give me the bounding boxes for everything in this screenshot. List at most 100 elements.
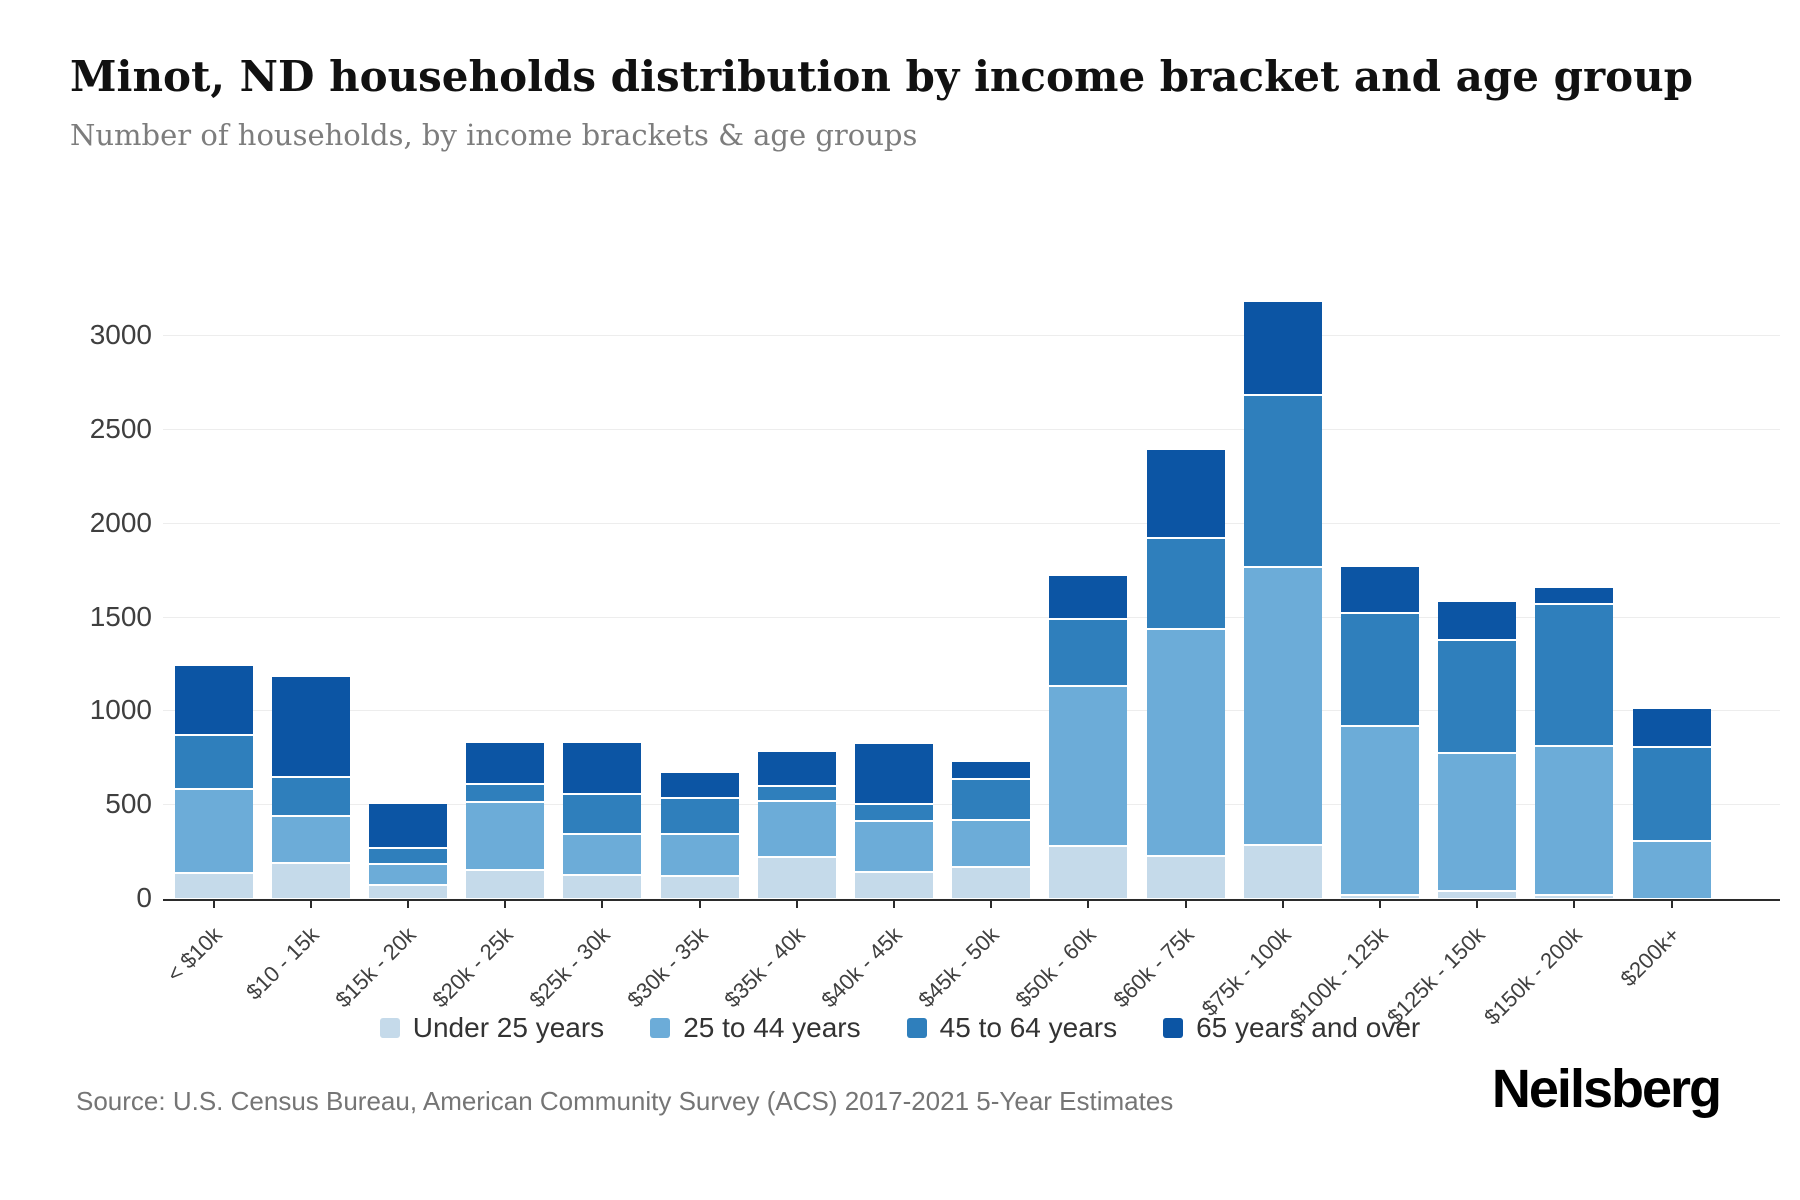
gridline-2500	[163, 429, 1780, 430]
bar-$30k - 35k[interactable]	[660, 773, 739, 898]
bar-segment-Under 25 years[interactable]	[174, 871, 253, 898]
bar-segment-Under 25 years[interactable]	[1049, 844, 1128, 898]
bar-segment-25 to 44 years[interactable]	[660, 833, 739, 876]
bar-< $10k[interactable]	[174, 666, 253, 898]
bar-segment-65 years and over[interactable]	[660, 773, 739, 797]
bar-segment-45 to 64 years[interactable]	[466, 782, 545, 802]
bar-segment-45 to 64 years[interactable]	[660, 796, 739, 834]
bar-segment-45 to 64 years[interactable]	[1049, 617, 1128, 686]
bar-segment-45 to 64 years[interactable]	[1243, 394, 1322, 566]
bar-segment-65 years and over[interactable]	[466, 743, 545, 783]
bar-segment-25 to 44 years[interactable]	[1535, 745, 1614, 895]
y-axis-label: 2500	[89, 413, 152, 444]
bar-segment-45 to 64 years[interactable]	[1341, 611, 1419, 726]
brand-logo[interactable]: Neilsberg	[1491, 1059, 1722, 1119]
bar-$40k - 45k[interactable]	[855, 744, 933, 898]
bar-segment-45 to 64 years[interactable]	[952, 777, 1031, 820]
bar-segment-Under 25 years[interactable]	[563, 873, 642, 898]
bar-segment-65 years and over[interactable]	[1535, 587, 1614, 604]
legend-label: Under 25 years	[412, 1012, 605, 1043]
bar-segment-25 to 44 years[interactable]	[174, 788, 253, 872]
bar-segment-65 years and over[interactable]	[369, 804, 447, 848]
bar-segment-25 to 44 years[interactable]	[271, 815, 350, 863]
bar-segment-65 years and over[interactable]	[1049, 576, 1128, 618]
bar-segment-Under 25 years[interactable]	[660, 875, 739, 898]
bar-segment-65 years and over[interactable]	[174, 666, 253, 734]
x-axis-tick	[1573, 901, 1576, 908]
bar-segment-25 to 44 years[interactable]	[466, 801, 545, 869]
bar-segment-Under 25 years[interactable]	[1146, 854, 1225, 898]
bar-segment-Under 25 years[interactable]	[369, 883, 447, 898]
bar-segment-65 years and over[interactable]	[1146, 449, 1225, 537]
bar-segment-25 to 44 years[interactable]	[1632, 839, 1711, 898]
bar-segment-65 years and over[interactable]	[1632, 708, 1711, 747]
bar-segment-Under 25 years[interactable]	[271, 862, 350, 898]
bar-segment-65 years and over[interactable]	[1243, 302, 1322, 395]
bar-segment-65 years and over[interactable]	[757, 751, 836, 785]
bar-$10 - 15k[interactable]	[271, 676, 350, 898]
x-axis-tick	[1476, 901, 1479, 908]
x-axis-tick	[1184, 901, 1187, 908]
gridline-3000	[163, 335, 1780, 337]
legend-item-Under 25 years[interactable]: Under 25 years	[379, 1012, 605, 1044]
bar-segment-Under 25 years[interactable]	[952, 866, 1031, 898]
gridline-2000	[163, 522, 1780, 524]
bar-segment-45 to 64 years[interactable]	[563, 792, 642, 834]
bar-segment-25 to 44 years[interactable]	[1049, 685, 1128, 845]
chart-title: Minot, ND households distribution by inc…	[70, 52, 1694, 101]
bar-$60k - 75k[interactable]	[1146, 449, 1225, 898]
bar-segment-25 to 44 years[interactable]	[1146, 627, 1225, 855]
y-axis-label: 1500	[89, 600, 152, 632]
y-axis-label: 2000	[89, 506, 152, 538]
bar-segment-25 to 44 years[interactable]	[369, 863, 447, 884]
bar-segment-25 to 44 years[interactable]	[1243, 565, 1322, 844]
x-axis-tick	[1379, 901, 1381, 908]
bar-segment-Under 25 years[interactable]	[757, 855, 836, 898]
bar-segment-25 to 44 years[interactable]	[855, 820, 933, 871]
bar-segment-25 to 44 years[interactable]	[563, 833, 642, 874]
bar-segment-25 to 44 years[interactable]	[1438, 751, 1517, 890]
bar-segment-Under 25 years[interactable]	[855, 870, 933, 898]
bar-$50k - 60k[interactable]	[1049, 576, 1128, 898]
bar-segment-45 to 64 years[interactable]	[1535, 603, 1614, 746]
bar-segment-65 years and over[interactable]	[1438, 601, 1517, 640]
bar-$200k+[interactable]	[1632, 708, 1711, 898]
bar-segment-65 years and over[interactable]	[855, 744, 933, 804]
bar-segment-45 to 64 years[interactable]	[369, 847, 447, 864]
gridline-1500	[163, 616, 1780, 618]
bar-$125k - 150k[interactable]	[1438, 601, 1517, 898]
legend-item-65 years and over[interactable]: 65 years and over	[1163, 1012, 1420, 1044]
bar-segment-65 years and over[interactable]	[271, 676, 350, 777]
bar-$45k - 50k[interactable]	[952, 761, 1031, 898]
bar-$25k - 30k[interactable]	[563, 743, 642, 898]
bar-segment-25 to 44 years[interactable]	[952, 819, 1031, 867]
x-axis-tick	[309, 901, 312, 908]
bar-$150k - 200k[interactable]	[1535, 587, 1614, 898]
bar-segment-65 years and over[interactable]	[952, 761, 1031, 778]
bar-segment-25 to 44 years[interactable]	[757, 799, 836, 856]
bar-$35k - 40k[interactable]	[757, 751, 836, 898]
bar-segment-Under 25 years[interactable]	[1243, 843, 1322, 898]
bar-segment-65 years and over[interactable]	[563, 743, 642, 793]
bar-segment-Under 25 years[interactable]	[1341, 894, 1419, 898]
bar-$20k - 25k[interactable]	[466, 743, 545, 898]
bar-segment-45 to 64 years[interactable]	[1146, 536, 1225, 628]
bar-segment-Under 25 years[interactable]	[1535, 894, 1614, 898]
x-axis-tick	[1670, 901, 1673, 908]
bar-segment-25 to 44 years[interactable]	[1341, 725, 1419, 895]
bar-$15k - 20k[interactable]	[369, 804, 447, 898]
bar-segment-45 to 64 years[interactable]	[174, 733, 253, 789]
bar-segment-45 to 64 years[interactable]	[1632, 746, 1711, 840]
bar-segment-Under 25 years[interactable]	[466, 868, 545, 898]
bar-segment-45 to 64 years[interactable]	[855, 803, 933, 821]
bar-$100k - 125k[interactable]	[1341, 566, 1419, 898]
legend-item-45 to 64 years[interactable]: 45 to 64 years	[906, 1012, 1117, 1044]
bar-segment-65 years and over[interactable]	[1341, 566, 1419, 612]
x-axis-tick	[212, 901, 215, 908]
bar-segment-45 to 64 years[interactable]	[271, 776, 350, 816]
bar-segment-45 to 64 years[interactable]	[1438, 639, 1517, 752]
bar-segment-Under 25 years[interactable]	[1438, 889, 1517, 898]
legend-item-25 to 44 years[interactable]: 25 to 44 years	[650, 1012, 861, 1044]
bar-segment-45 to 64 years[interactable]	[757, 784, 836, 800]
bar-$75k - 100k[interactable]	[1243, 302, 1322, 898]
